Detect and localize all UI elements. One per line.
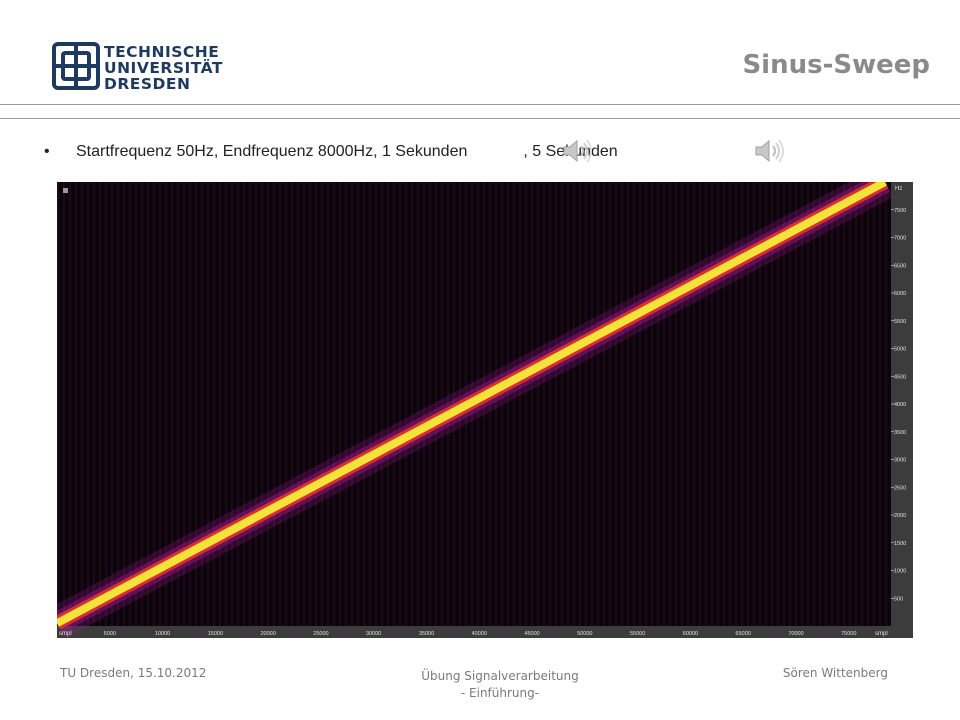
frequency-tick-label: 7500 <box>894 208 906 214</box>
frequency-tick-label: 5500 <box>894 319 906 325</box>
sample-tick-label: 25000 <box>313 631 328 637</box>
sample-unit-label-right: smpl <box>875 631 888 637</box>
frequency-tick-label: 4000 <box>894 402 906 408</box>
logo-line-1: TECHNISCHE <box>104 43 220 61</box>
sample-tick-label: 5000 <box>104 631 116 637</box>
sample-tick-label: 40000 <box>472 631 487 637</box>
slide-title: Sinus-Sweep <box>742 50 930 80</box>
frequency-tick-label: 3000 <box>894 458 906 464</box>
sample-tick-label: 20000 <box>260 631 275 637</box>
bullet-dot: • <box>44 143 50 160</box>
logo-line-2: UNIVERSITÄT <box>104 59 224 77</box>
corner-marker <box>63 188 68 193</box>
frequency-tick-label: 6500 <box>894 263 906 269</box>
sample-tick-label: 30000 <box>366 631 381 637</box>
tu-logo-mark-icon <box>52 42 100 90</box>
frequency-ticks: 7500 7000 6500 6000 5500 5000 4500 4000 3500 3000… <box>891 208 906 602</box>
footer-author: Sören Wittenberg <box>782 666 888 680</box>
frequency-tick-label: 3500 <box>894 430 906 436</box>
spectrogram-plot: 7500 7000 6500 6000 5500 5000 4500 4000 3500 3000… <box>57 182 913 638</box>
header-rule-bottom <box>0 118 960 119</box>
logo-line-3: DRESDEN <box>104 75 191 93</box>
frequency-tick-label: 2000 <box>894 513 906 519</box>
frequency-tick-label: 7000 <box>894 236 906 242</box>
sample-tick-label: 35000 <box>419 631 434 637</box>
bullet-text-1: Startfrequenz 50Hz, Endfrequenz 8000Hz, … <box>76 143 468 160</box>
footer-course-title: Übung Signalverarbeitung <box>421 669 579 683</box>
sample-tick-label: 65000 <box>736 631 751 637</box>
sample-unit-label-left: smpl <box>59 631 72 637</box>
frequency-axis-panel <box>891 182 913 638</box>
bullet-item: • Startfrequenz 50Hz, Endfrequenz 8000Hz,… <box>44 143 618 161</box>
frequency-tick-label: 1000 <box>894 569 906 575</box>
frequency-tick-label: 2500 <box>894 485 906 491</box>
sweep-line <box>57 182 893 638</box>
logo-text: TECHNISCHE UNIVERSITÄT DRESDEN <box>104 44 223 92</box>
sample-tick-label: 50000 <box>577 631 592 637</box>
header-rule-top <box>0 104 960 105</box>
footer-course-subtitle: - Einführung- <box>460 686 540 700</box>
frequency-tick-label: 6000 <box>894 291 906 297</box>
sample-tick-label: 55000 <box>630 631 645 637</box>
frequency-tick-label: 500 <box>894 596 903 602</box>
frequency-tick-label: 4500 <box>894 374 906 380</box>
frequency-unit-label: Hz <box>895 186 902 192</box>
sample-tick-label: 15000 <box>208 631 223 637</box>
sample-tick-label: 75000 <box>841 631 856 637</box>
footer-course: Übung Signalverarbeitung - Einführung- <box>380 668 620 702</box>
speaker-icon[interactable] <box>562 138 594 164</box>
sample-tick-label: 10000 <box>155 631 170 637</box>
sample-ticks: 5000 10000 15000 20000 25000 30000 35000 40000 4… <box>104 631 857 637</box>
sweep-core <box>57 182 887 627</box>
speaker-icon[interactable] <box>754 138 786 164</box>
sample-tick-label: 60000 <box>683 631 698 637</box>
frequency-tick-label: 1500 <box>894 541 906 547</box>
frequency-tick-label: 5000 <box>894 347 906 353</box>
sample-axis-panel <box>57 626 913 638</box>
spectrogram: 7500 7000 6500 6000 5500 5000 4500 4000 3500 3000… <box>57 182 913 638</box>
tu-dresden-logo <box>52 42 100 90</box>
footer-date: TU Dresden, 15.10.2012 <box>60 666 207 680</box>
sample-tick-label: 70000 <box>788 631 803 637</box>
sample-tick-label: 45000 <box>524 631 539 637</box>
